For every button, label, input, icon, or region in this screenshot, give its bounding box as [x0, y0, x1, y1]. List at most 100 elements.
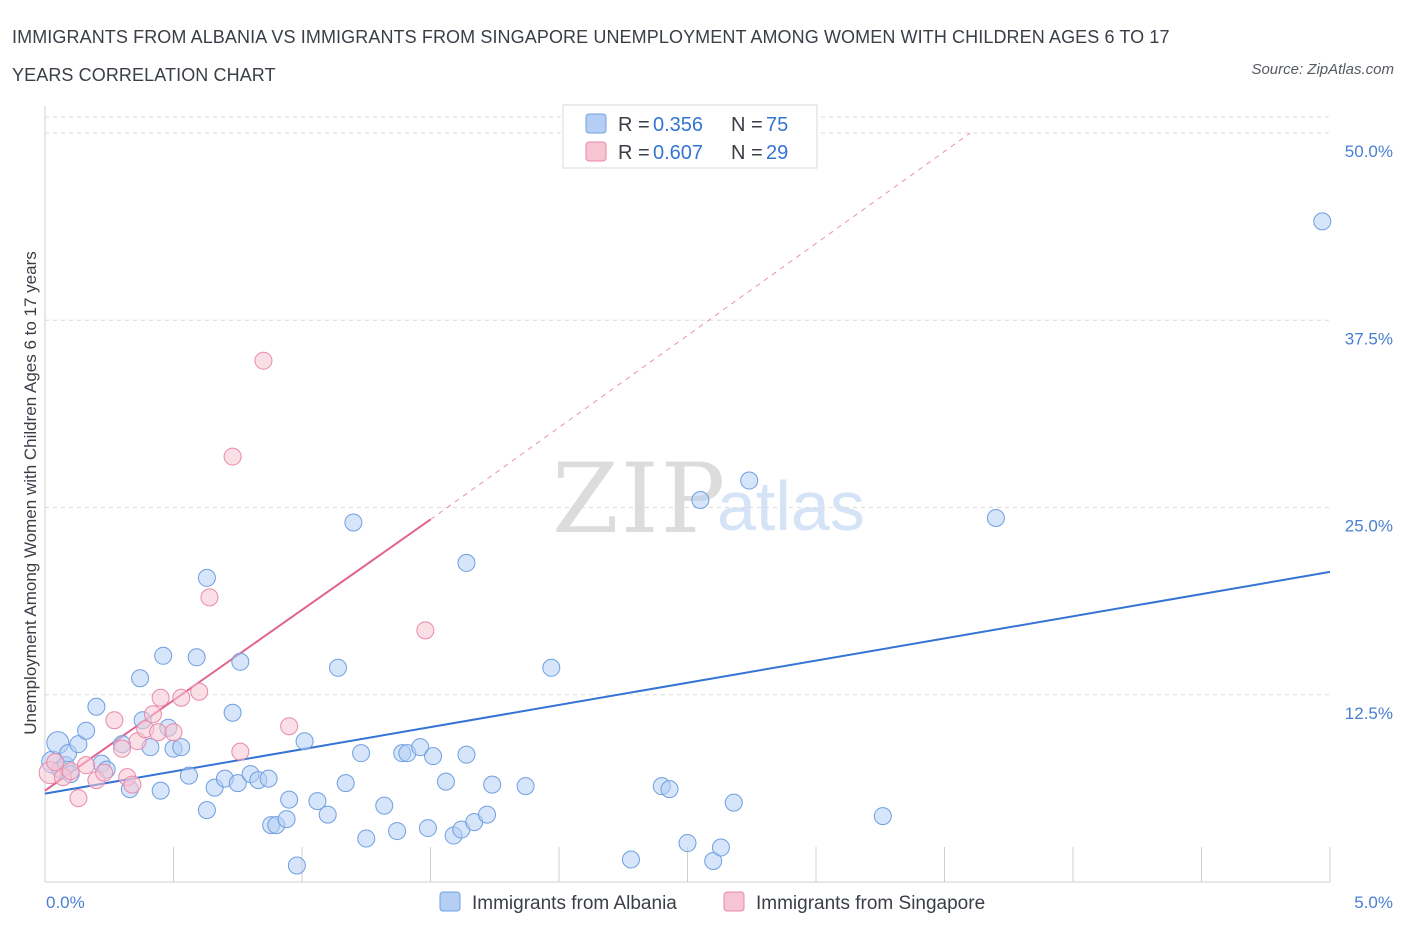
point-albania-53	[436, 772, 455, 791]
point-singapore-11	[123, 775, 142, 794]
point-albania-66	[678, 834, 697, 853]
point-singapore-3	[61, 762, 80, 781]
point-singapore-9	[113, 739, 132, 758]
chart-title: IMMIGRANTS FROM ALBANIA VS IMMIGRANTS FR…	[12, 27, 1170, 85]
point-albania-68	[704, 852, 723, 871]
point-albania-32	[259, 769, 278, 788]
legend-box: R = 0.356 N = 75 R = 0.607 N = 29	[562, 104, 818, 169]
legend-swatch-singapore	[585, 141, 607, 162]
point-albania-17	[154, 646, 173, 665]
point-albania-39	[308, 792, 327, 811]
y-tick-label-3: 50.0%	[1345, 142, 1393, 161]
grid-lines	[45, 116, 1330, 696]
y-tick-label-0: 12.5%	[1345, 704, 1393, 723]
legend-n-value-singapore: 29	[766, 142, 788, 164]
point-singapore-21	[223, 447, 242, 466]
point-singapore-16	[151, 688, 170, 707]
point-albania-67	[691, 491, 710, 510]
point-albania-41	[328, 658, 347, 677]
point-albania-63	[621, 850, 640, 869]
legend-n-value-albania: 75	[766, 114, 788, 136]
point-albania-28	[228, 774, 247, 793]
y-tick-label-1: 25.0%	[1345, 517, 1393, 536]
point-albania-38	[295, 732, 314, 751]
bottom-legend-swatch-albania	[439, 891, 461, 912]
point-singapore-25	[416, 621, 435, 640]
point-albania-24	[197, 568, 216, 587]
point-singapore-7	[95, 763, 114, 782]
point-albania-69	[711, 838, 730, 857]
trend-line-albania	[44, 570, 1331, 795]
point-albania-43	[344, 513, 363, 532]
point-albania-60	[483, 775, 502, 794]
tick-labels: 12.5% 25.0% 37.5% 50.0% 0.0% 5.0%	[46, 142, 1393, 912]
point-albania-35	[277, 810, 296, 829]
point-albania-57	[457, 553, 476, 572]
y-axis-label: Unemployment Among Women with Children A…	[21, 251, 40, 735]
point-albania-40	[318, 805, 337, 824]
x-tick-label-0: 0.0%	[46, 893, 85, 912]
point-singapore-20	[200, 588, 219, 607]
point-albania-13	[131, 669, 150, 688]
point-singapore-1	[46, 753, 65, 772]
point-albania-20	[172, 738, 191, 757]
axes	[44, 106, 1331, 883]
point-albania-59	[478, 805, 497, 824]
point-albania-36	[280, 790, 299, 809]
point-singapore-5	[77, 756, 96, 775]
point-albania-22	[187, 648, 206, 667]
point-albania-27	[223, 703, 242, 722]
point-singapore-18	[172, 688, 191, 707]
legend-r-value-singapore: 0.607	[653, 142, 703, 164]
legend-n-label-albania: N =	[731, 114, 763, 136]
legend-n-label-singapore: N =	[731, 142, 763, 164]
point-albania-16	[151, 781, 170, 800]
point-albania-29	[231, 652, 250, 671]
point-albania-56	[457, 745, 476, 764]
point-singapore-8	[105, 711, 124, 730]
point-albania-47	[388, 822, 407, 841]
point-singapore-4	[69, 789, 88, 808]
point-albania-51	[418, 819, 437, 838]
point-albania-44	[352, 744, 371, 763]
x-tick-label-1: 5.0%	[1354, 893, 1393, 912]
point-albania-72	[873, 807, 892, 826]
point-singapore-22	[231, 742, 250, 761]
point-albania-65	[660, 780, 679, 799]
point-singapore-19	[190, 682, 209, 701]
point-albania-74	[1313, 212, 1332, 231]
point-albania-37	[287, 856, 306, 875]
point-singapore-15	[149, 723, 168, 742]
bottom-legend-label-albania: Immigrants from Albania	[472, 893, 677, 914]
point-albania-73	[986, 508, 1005, 527]
legend-r-label-singapore: R =	[618, 142, 650, 164]
data-points	[38, 212, 1332, 875]
point-albania-52	[424, 747, 443, 766]
point-singapore-14	[143, 705, 162, 724]
source-label: Source: ZipAtlas.com	[1251, 61, 1394, 78]
legend-swatch-albania	[585, 113, 607, 134]
point-singapore-24	[280, 717, 299, 736]
point-albania-46	[375, 796, 394, 815]
point-singapore-17	[164, 723, 183, 742]
point-albania-7	[77, 721, 96, 740]
bottom-legend: Immigrants from Albania Immigrants from …	[439, 891, 985, 914]
point-singapore-23	[254, 351, 273, 370]
legend-r-label-albania: R =	[618, 114, 650, 136]
bottom-legend-label-singapore: Immigrants from Singapore	[756, 893, 985, 914]
point-albania-42	[336, 774, 355, 793]
watermark-atlas: atlas	[717, 467, 865, 545]
point-albania-50	[411, 738, 430, 757]
point-albania-61	[516, 777, 535, 796]
legend-r-value-albania: 0.356	[653, 114, 703, 136]
trend-line-singapore-extension	[430, 132, 971, 520]
point-albania-8	[87, 697, 106, 716]
point-albania-6	[69, 735, 88, 754]
point-albania-71	[740, 471, 759, 490]
y-tick-label-2: 37.5%	[1345, 329, 1393, 348]
point-albania-62	[542, 658, 561, 677]
bottom-legend-swatch-singapore	[723, 891, 745, 912]
point-albania-45	[357, 829, 376, 848]
point-albania-21	[179, 766, 198, 785]
